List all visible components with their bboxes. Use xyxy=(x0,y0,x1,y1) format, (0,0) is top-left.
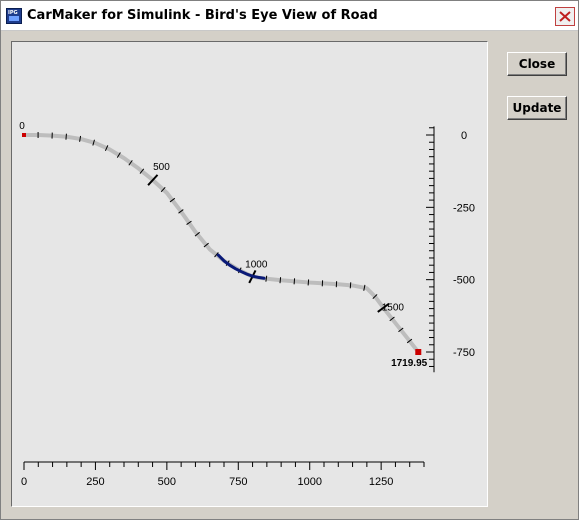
close-button[interactable]: Close xyxy=(507,52,567,76)
road-station-label: 1000 xyxy=(245,259,268,270)
road-station-tick xyxy=(406,338,413,344)
road-station-label: 1500 xyxy=(382,302,405,313)
road-station-tick xyxy=(104,145,109,152)
road-station-tick xyxy=(79,135,82,142)
x-tick-label: 1000 xyxy=(297,476,321,488)
road-station-tick xyxy=(398,327,404,333)
window-title: CarMaker for Simulink - Bird's Eye View … xyxy=(27,8,378,23)
road-station-tick xyxy=(139,168,145,174)
y-tick-label: -250 xyxy=(453,202,475,214)
road-station-tick xyxy=(279,277,282,284)
y-tick-label: -750 xyxy=(453,347,475,359)
title-bar[interactable]: IPG CarMaker for Simulink - Bird's Eye V… xyxy=(1,1,578,31)
road-station-tick xyxy=(92,139,95,146)
window-close-button[interactable] xyxy=(555,7,575,26)
y-tick-label: -500 xyxy=(453,275,475,287)
y-tick-label: 0 xyxy=(461,130,467,142)
road-station-tick xyxy=(116,152,121,158)
road-station-tick xyxy=(203,242,209,248)
road-station-tick xyxy=(186,220,192,225)
road-station-label: 1719.95 xyxy=(391,358,428,369)
road-station-tick xyxy=(169,197,176,203)
carmaker-app-icon: IPG xyxy=(6,8,22,24)
road-station-tick xyxy=(178,209,184,214)
road-station-tick xyxy=(214,252,219,258)
road-station-label: 500 xyxy=(153,162,170,173)
road-line xyxy=(22,133,421,354)
road-plot-panel: 0 250 500 750 1000 1250 0 -250 -500 -750 0 500 1000 1… xyxy=(11,41,488,507)
road-station-tick xyxy=(363,284,366,291)
x-tick-label: 750 xyxy=(229,476,247,488)
road-station-tick xyxy=(160,186,166,193)
road-station-label: 0 xyxy=(19,121,25,132)
road-station-tick xyxy=(265,275,268,282)
current-road-segment xyxy=(216,253,266,280)
road-station-tick xyxy=(389,316,395,322)
road-station-major-tick xyxy=(147,174,159,186)
road-station-tick xyxy=(128,160,133,166)
app-icon-text: IPG xyxy=(8,10,18,16)
x-tick-label: 250 xyxy=(86,476,104,488)
x-tick-label: 0 xyxy=(21,476,27,488)
x-tick-label: 1250 xyxy=(369,476,393,488)
road-plot: 0 250 500 750 1000 1250 0 -250 -500 -750 0 500 1000 1… xyxy=(19,121,475,488)
road-station-tick xyxy=(372,294,378,300)
road-station-major-tick xyxy=(377,302,390,313)
road-station-tick xyxy=(194,231,200,237)
x-tick-label: 500 xyxy=(158,476,176,488)
close-icon xyxy=(559,11,571,22)
road-end-marker xyxy=(415,349,422,355)
road-start-marker xyxy=(22,133,26,137)
update-button[interactable]: Update xyxy=(507,96,567,120)
